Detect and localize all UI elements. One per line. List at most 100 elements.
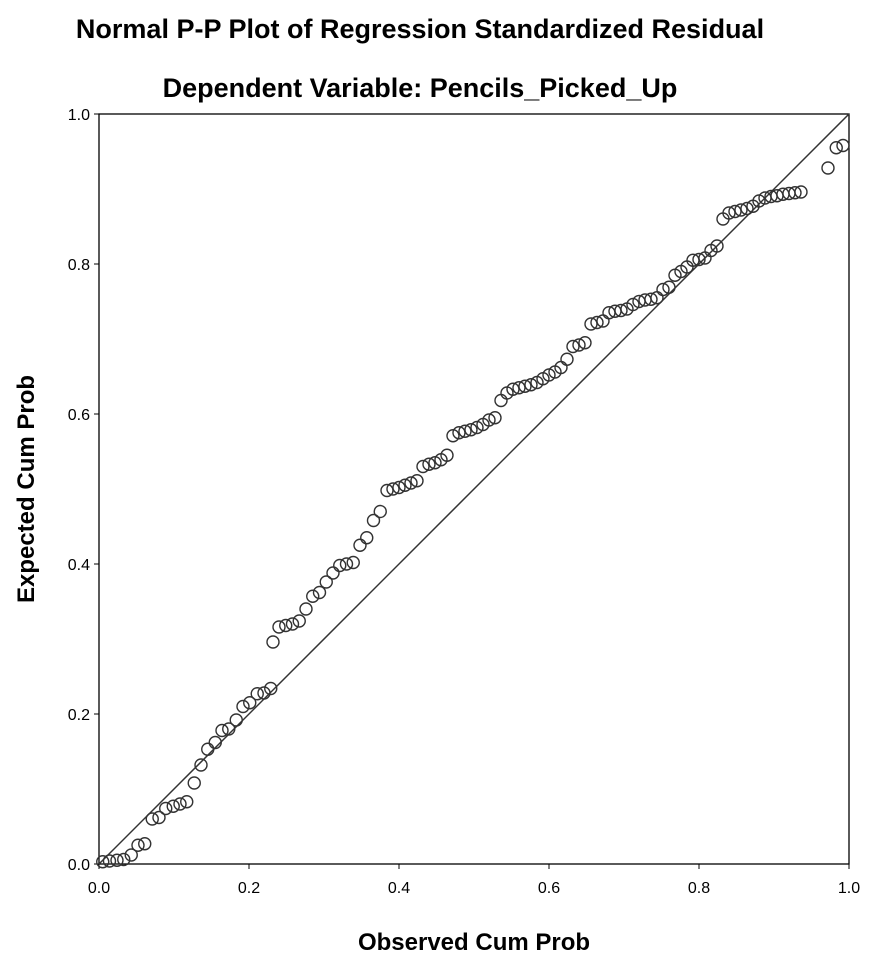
data-point xyxy=(404,476,418,490)
data-point xyxy=(346,555,360,570)
data-point xyxy=(734,203,748,217)
data-point xyxy=(180,795,194,809)
data-point xyxy=(572,338,586,352)
data-point xyxy=(194,758,208,772)
data-point xyxy=(187,776,201,790)
data-point xyxy=(272,620,286,634)
x-tick-label: 0.6 xyxy=(538,880,560,897)
x-tick-label: 1.0 xyxy=(838,880,860,897)
data-point xyxy=(264,681,278,696)
x-axis-label: Observed Cum Prob xyxy=(358,929,590,954)
data-point xyxy=(266,635,280,649)
data-point xyxy=(138,837,152,851)
data-point xyxy=(279,618,293,633)
data-point xyxy=(145,812,159,826)
data-point xyxy=(752,194,766,208)
data-point xyxy=(353,538,367,552)
data-point xyxy=(236,699,250,714)
x-tick-label: 0.4 xyxy=(388,880,410,897)
data-point xyxy=(131,838,145,852)
x-axis-ticks: 0.0 0.2 0.4 0.6 0.8 1.0 xyxy=(88,864,860,897)
data-point xyxy=(166,799,180,813)
data-point xyxy=(124,848,138,862)
data-point xyxy=(518,379,532,393)
data-point xyxy=(250,687,264,701)
data-point xyxy=(560,352,574,366)
data-point xyxy=(512,381,526,395)
data-point xyxy=(215,723,229,738)
data-point xyxy=(506,382,520,396)
data-point xyxy=(428,456,442,470)
data-point xyxy=(464,423,478,437)
data-point xyxy=(159,801,173,816)
y-tick-label: 0.6 xyxy=(68,407,90,424)
x-tick-label: 0.2 xyxy=(238,880,260,897)
data-point xyxy=(584,317,598,331)
data-point xyxy=(96,855,110,869)
data-point xyxy=(102,854,117,868)
data-point xyxy=(392,480,406,495)
data-point xyxy=(386,482,400,496)
data-point xyxy=(117,852,131,867)
data-point xyxy=(656,282,670,297)
data-point xyxy=(440,448,454,462)
data-point xyxy=(829,141,843,155)
data-point xyxy=(482,413,496,427)
y-tick-label: 0.2 xyxy=(68,707,90,724)
y-tick-label: 0.0 xyxy=(68,857,90,874)
y-tick-label: 0.4 xyxy=(68,557,90,574)
data-point xyxy=(333,558,347,573)
data-point xyxy=(578,336,592,350)
data-point xyxy=(366,513,381,528)
y-axis-ticks: 0.0 0.2 0.4 0.6 0.8 1.0 xyxy=(68,107,99,874)
data-point xyxy=(452,426,466,440)
data-point xyxy=(722,206,736,220)
data-point xyxy=(524,378,538,392)
y-axis-label: Expected Cum Prob xyxy=(13,375,40,603)
data-point xyxy=(644,292,658,306)
x-tick-label: 0.8 xyxy=(688,880,710,897)
data-point xyxy=(299,602,313,616)
data-point xyxy=(306,589,320,603)
x-tick-label: 0.0 xyxy=(88,880,110,897)
data-point xyxy=(285,617,300,631)
data-point xyxy=(614,303,628,318)
data-point xyxy=(208,735,222,750)
data-point xyxy=(626,297,640,312)
data-point xyxy=(201,742,215,756)
reference-line xyxy=(98,113,850,865)
data-point xyxy=(222,722,236,736)
data-point xyxy=(312,585,327,600)
data-point xyxy=(339,557,354,571)
data-point xyxy=(243,696,257,710)
data-point xyxy=(446,429,460,443)
data-point xyxy=(152,810,166,825)
data-point xyxy=(821,161,835,175)
data-point xyxy=(292,614,306,628)
data-point xyxy=(416,459,430,474)
data-point xyxy=(458,424,472,438)
data-point xyxy=(373,504,387,519)
data-point xyxy=(470,420,484,435)
data-point xyxy=(173,797,187,811)
data-point xyxy=(794,185,808,199)
data-point xyxy=(728,204,742,219)
data-point xyxy=(257,686,271,700)
data-point xyxy=(380,483,394,498)
data-point xyxy=(326,566,340,580)
data-point xyxy=(740,201,754,216)
data-point xyxy=(542,368,556,382)
data-point xyxy=(422,457,436,471)
y-tick-label: 0.8 xyxy=(68,257,90,274)
data-point xyxy=(494,393,508,408)
data-point xyxy=(710,239,724,253)
data-point xyxy=(662,280,676,294)
data-point xyxy=(692,252,706,267)
chart-title: Normal P-P Plot of Regression Standardiz… xyxy=(76,14,764,44)
y-tick-label: 1.0 xyxy=(68,107,90,124)
data-point xyxy=(788,186,802,200)
data-point xyxy=(566,339,580,354)
data-point xyxy=(319,575,333,589)
data-point xyxy=(360,531,374,545)
